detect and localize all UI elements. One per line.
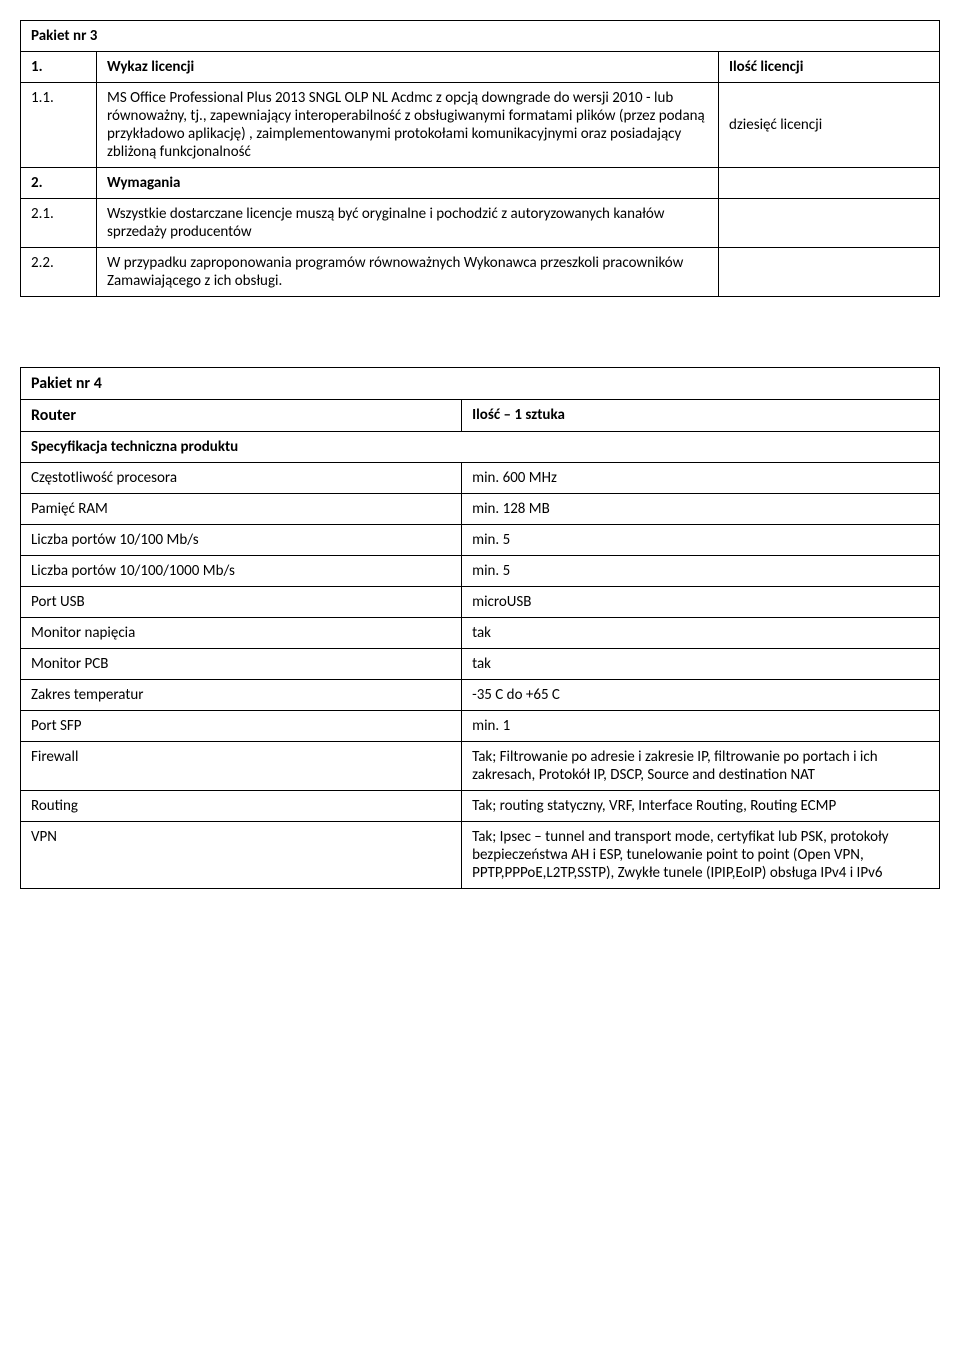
- spec-label: Port USB: [21, 587, 462, 618]
- p3-r5-num: 2.2.: [21, 248, 97, 297]
- pakiet-3-table: Pakiet nr 3 1. Wykaz licencji Ilość lice…: [20, 20, 940, 297]
- spec-value: tak: [462, 618, 940, 649]
- p3-r3-right: [719, 168, 940, 199]
- spec-value: min. 600 MHz: [462, 463, 940, 494]
- p3-r4-right: [719, 199, 940, 248]
- p3-r5-right: [719, 248, 940, 297]
- spec-value: -35 C do +65 C: [462, 680, 940, 711]
- spec-value: microUSB: [462, 587, 940, 618]
- p3-title: Pakiet nr 3: [21, 21, 940, 52]
- spec-label: Routing: [21, 791, 462, 822]
- spec-label: Firewall: [21, 742, 462, 791]
- p4-sub: Specyfikacja techniczna produktu: [21, 432, 940, 463]
- p3-r1-num: 1.: [21, 52, 97, 83]
- spec-label: Zakres temperatur: [21, 680, 462, 711]
- spec-value: Tak; Filtrowanie po adresie i zakresie I…: [462, 742, 940, 791]
- spec-label: Częstotliwość procesora: [21, 463, 462, 494]
- p3-r2-right: dziesięć licencji: [719, 83, 940, 168]
- p3-r3-num: 2.: [21, 168, 97, 199]
- spec-value: tak: [462, 649, 940, 680]
- spec-label: VPN: [21, 822, 462, 889]
- spec-value: min. 128 MB: [462, 494, 940, 525]
- p4-h1: Router: [21, 400, 462, 432]
- p3-r4-text: Wszystkie dostarczane licencje muszą być…: [97, 199, 719, 248]
- p3-r2-text: MS Office Professional Plus 2013 SNGL OL…: [97, 83, 719, 168]
- spec-label: Monitor napięcia: [21, 618, 462, 649]
- spec-label: Monitor PCB: [21, 649, 462, 680]
- p4-title: Pakiet nr 4: [21, 368, 940, 400]
- spec-value: Tak; Ipsec – tunnel and transport mode, …: [462, 822, 940, 889]
- p3-r1-text: Wykaz licencji: [97, 52, 719, 83]
- p3-r1-right: Ilość licencji: [719, 52, 940, 83]
- p3-r4-num: 2.1.: [21, 199, 97, 248]
- p3-r2-num: 1.1.: [21, 83, 97, 168]
- spec-value: min. 5: [462, 556, 940, 587]
- spec-label: Pamięć RAM: [21, 494, 462, 525]
- spec-label: Liczba portów 10/100/1000 Mb/s: [21, 556, 462, 587]
- spec-value: Tak; routing statyczny, VRF, Interface R…: [462, 791, 940, 822]
- spec-label: Port SFP: [21, 711, 462, 742]
- p3-r5-text: W przypadku zaproponowania programów rów…: [97, 248, 719, 297]
- p4-h2: Ilość – 1 sztuka: [462, 400, 940, 432]
- p3-r3-text: Wymagania: [97, 168, 719, 199]
- spec-value: min. 1: [462, 711, 940, 742]
- spec-value: min. 5: [462, 525, 940, 556]
- pakiet-4-table: Pakiet nr 4 Router Ilość – 1 sztuka Spec…: [20, 367, 940, 889]
- spec-label: Liczba portów 10/100 Mb/s: [21, 525, 462, 556]
